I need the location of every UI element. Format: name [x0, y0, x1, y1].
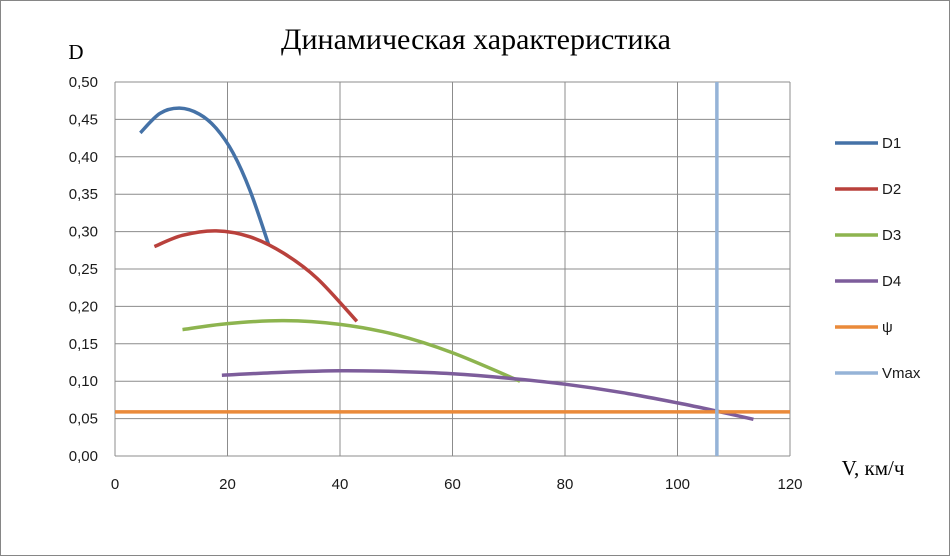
x-tick-label: 120 — [777, 476, 802, 493]
x-tick-label: 100 — [665, 476, 690, 493]
x-tick-label: 20 — [219, 476, 236, 493]
series-line-d4 — [221, 368, 754, 422]
y-tick-label: 0,10 — [69, 373, 98, 390]
legend: D1 D2 D3 D4 ψ Vmax — [835, 135, 921, 382]
y-tick-label: 0,50 — [69, 74, 98, 91]
y-tick-label: 0,45 — [69, 111, 98, 128]
x-tick-label: 0 — [111, 476, 119, 493]
legend-label-d1: D1 — [882, 135, 901, 152]
x-axis-title: V, км/ч — [842, 456, 905, 480]
y-tick-label: 0,30 — [69, 224, 98, 241]
y-tick-label: 0,40 — [69, 149, 98, 166]
legend-label-psi: ψ — [882, 319, 893, 336]
y-tick-label: 0,20 — [69, 298, 98, 315]
y-tick-label: 0,35 — [69, 186, 98, 203]
series-line-d1 — [139, 106, 271, 245]
x-tick-label: 60 — [444, 476, 461, 493]
y-tick-label: 0,00 — [69, 448, 98, 465]
legend-label-d3: D3 — [882, 227, 901, 244]
legend-label-d2: D2 — [882, 181, 901, 198]
y-tick-label: 0,15 — [69, 336, 98, 353]
series-lines — [115, 82, 790, 456]
series-line-d2 — [153, 229, 359, 323]
chart-title: Динамическая характеристика — [281, 23, 671, 56]
legend-label-d4: D4 — [882, 273, 901, 290]
y-axis-title: D — [68, 40, 83, 64]
x-tick-label: 40 — [332, 476, 349, 493]
y-tick-label: 0,05 — [69, 411, 98, 428]
grid — [114, 81, 791, 457]
series-line-d3 — [182, 318, 521, 383]
legend-label-vmax: Vmax — [882, 365, 921, 382]
y-tick-label: 0,25 — [69, 261, 98, 278]
x-tick-label: 80 — [557, 476, 574, 493]
tick-labels: 0,00 0,05 0,10 0,15 0,20 0,25 0,30 0,35 0,40 0,45… — [69, 74, 803, 493]
